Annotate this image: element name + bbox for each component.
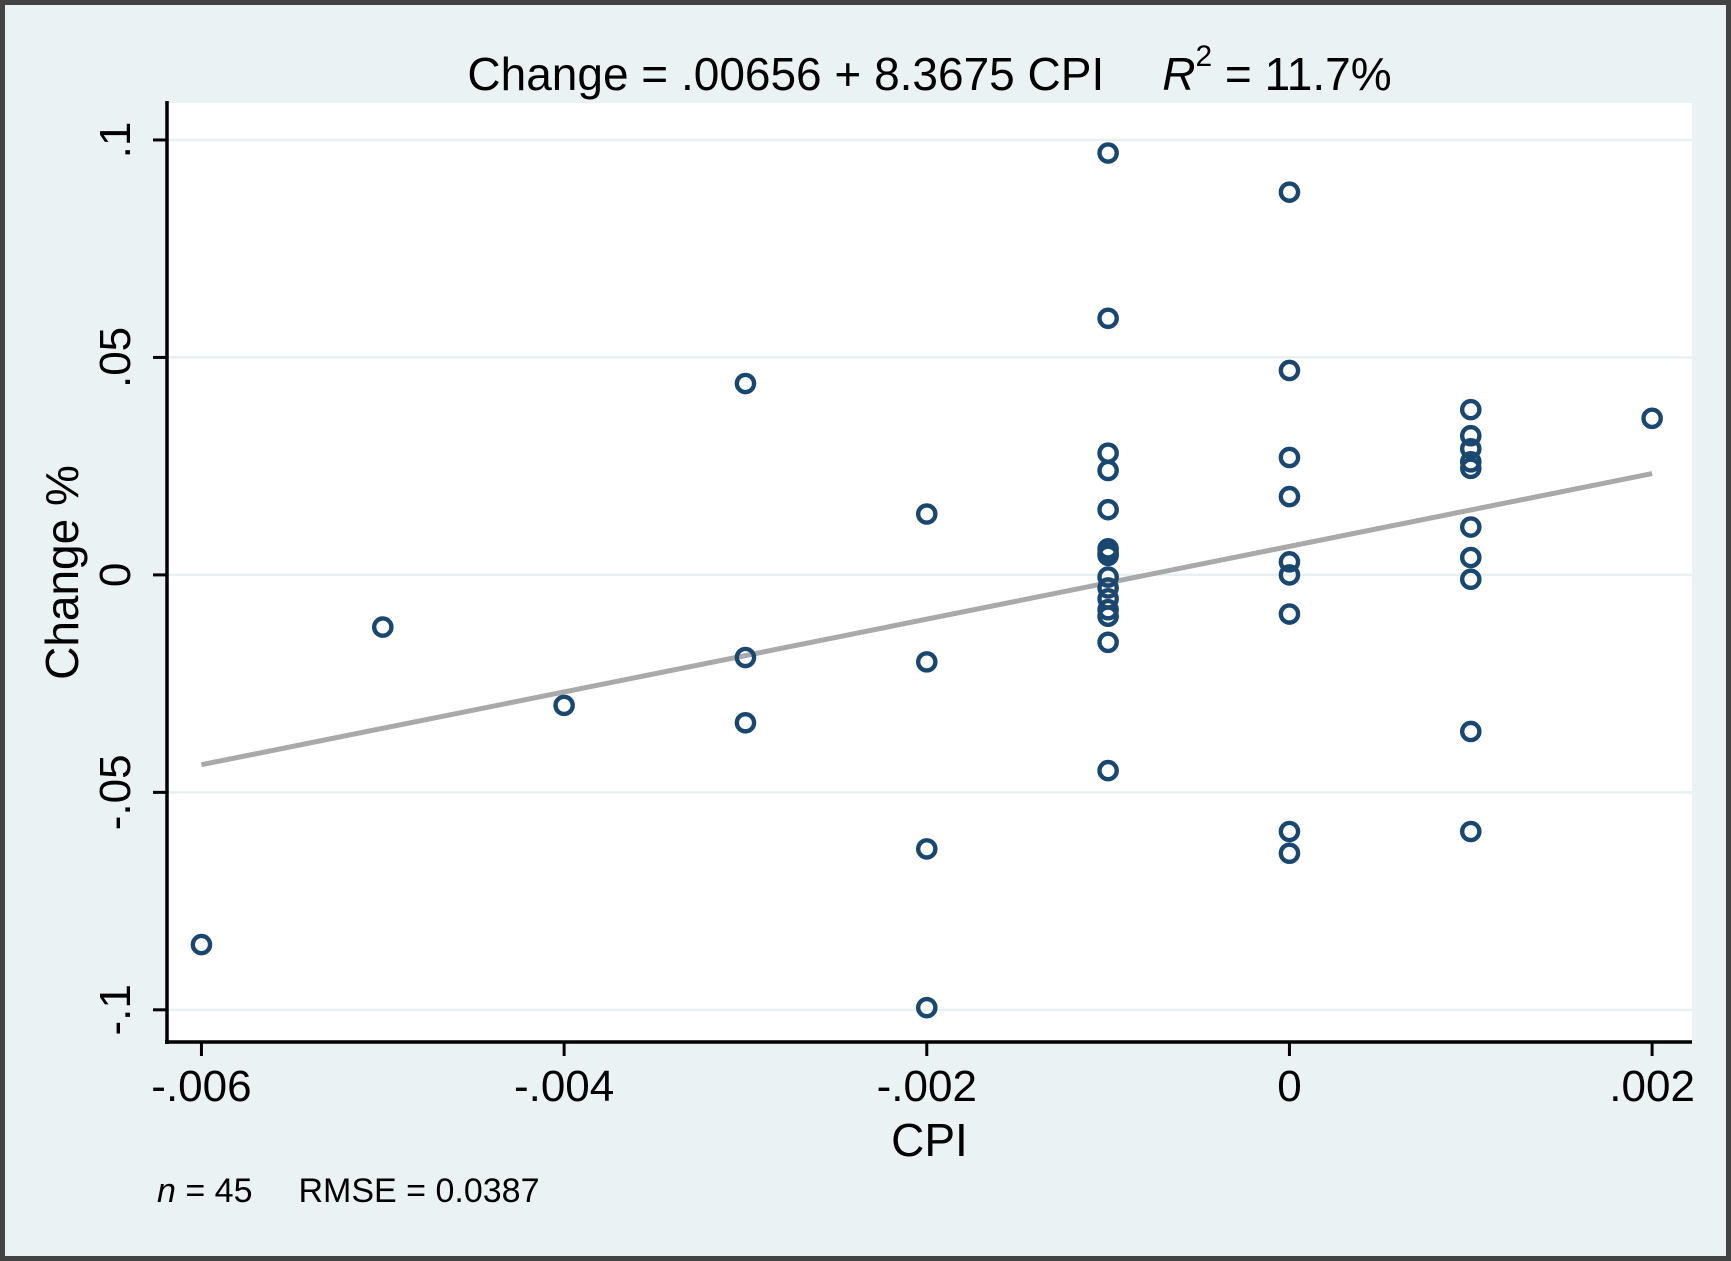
plot-background (167, 103, 1692, 1042)
x-tick-label: -.006 (151, 1062, 251, 1111)
chart-title-equation: Change = .00656 + 8.3675 CPI (467, 48, 1105, 100)
data-point (1097, 759, 1119, 782)
data-point (1097, 605, 1119, 628)
data-point (1278, 446, 1301, 469)
fit-line (200, 471, 1653, 768)
y-tick-label: -.1 (91, 984, 140, 1035)
data-point (1097, 631, 1119, 654)
data-point (1459, 437, 1482, 460)
data-point (1459, 516, 1482, 538)
x-tick-label: 0 (1277, 1062, 1301, 1111)
y-tick-label: 0 (91, 563, 140, 587)
r-squared-value: = 11.7% (1212, 48, 1392, 100)
data-point (915, 838, 938, 860)
data-point (1641, 407, 1663, 430)
data-point (1097, 459, 1119, 482)
data-point (1097, 142, 1119, 164)
n-value: = 45 (175, 1172, 253, 1210)
data-point (734, 646, 757, 669)
data-point (915, 503, 938, 525)
data-point (1459, 820, 1482, 843)
data-point (1097, 307, 1119, 330)
data-point (1459, 424, 1482, 447)
x-tick-label: .002 (1609, 1062, 1695, 1111)
data-point (1459, 457, 1482, 480)
data-point (734, 372, 757, 395)
r-squared-symbol: R (1162, 48, 1196, 100)
data-point (1097, 544, 1119, 567)
data-point (1278, 842, 1301, 865)
stats-note: n = 45 RMSE = 0.0387 (157, 1172, 539, 1211)
data-point (553, 694, 575, 717)
y-tick-label: .05 (91, 327, 140, 388)
data-point (1097, 498, 1119, 521)
r-squared-exponent: 2 (1195, 40, 1213, 73)
y-tick-label: .1 (91, 122, 140, 159)
y-tick-label: -.05 (91, 754, 140, 830)
data-point (734, 711, 757, 734)
y-axis-title: Change % (36, 465, 88, 680)
data-point (1278, 564, 1301, 586)
data-point (915, 996, 938, 1019)
x-axis-title: CPI (891, 1114, 968, 1166)
data-point (1278, 603, 1301, 625)
data-point (190, 933, 213, 956)
data-point (1459, 568, 1482, 591)
data-point (1097, 566, 1119, 588)
data-point (1459, 720, 1482, 743)
data-point (915, 651, 938, 673)
data-point (1278, 551, 1301, 573)
x-tick-label: -.002 (877, 1062, 977, 1111)
x-tick-label: -.004 (514, 1062, 614, 1111)
data-point (1278, 181, 1301, 203)
data-point (1278, 485, 1301, 508)
data-point (1459, 546, 1482, 569)
data-point (1097, 577, 1119, 599)
data-point (1278, 359, 1301, 382)
data-point (371, 616, 394, 638)
n-symbol: n (157, 1172, 176, 1210)
chart-title: Change = .00656 + 8.3675 CPI R2 = 11.7% (167, 40, 1692, 101)
data-point (1278, 820, 1301, 843)
rmse-value: RMSE = 0.0387 (298, 1172, 540, 1210)
data-point (1459, 398, 1482, 421)
